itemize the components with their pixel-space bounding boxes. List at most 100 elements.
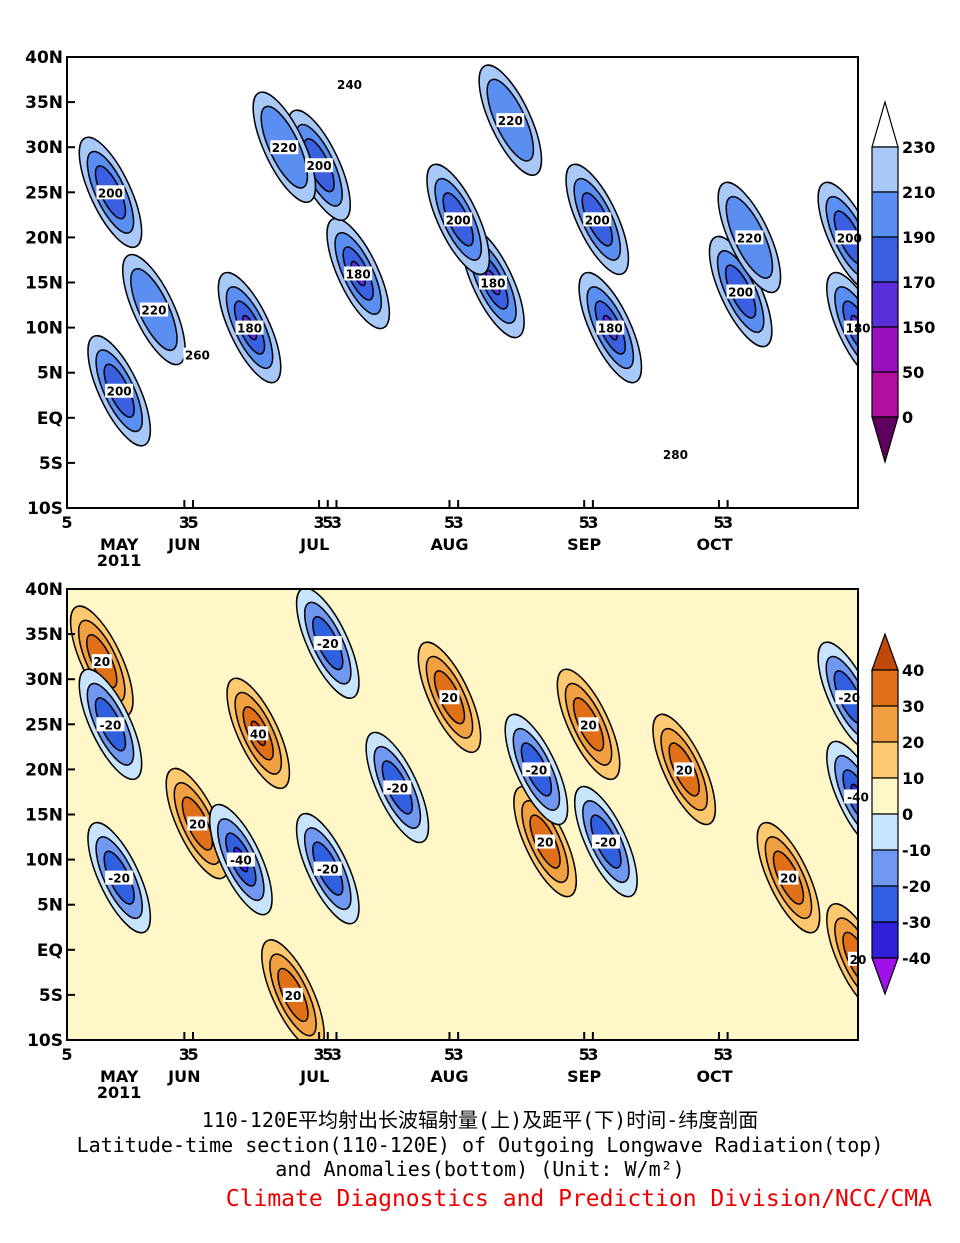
contour-label: -20 (595, 836, 617, 850)
contour-label-box (235, 320, 264, 335)
colorbar-label: -30 (902, 913, 931, 932)
contour-label: 180 (346, 267, 371, 281)
colorbar-swatch (871, 236, 899, 283)
year-label: 2011 (97, 551, 142, 570)
contour-label-box (439, 690, 460, 705)
y-tick-label: EQ (37, 941, 63, 961)
contour-label: 260 (185, 349, 210, 363)
colorbar-swatch (871, 705, 899, 743)
x-tick-label: 3 (453, 513, 464, 532)
contour-label-box (305, 158, 334, 173)
x-tick-label: 5 (713, 513, 724, 532)
caption-chinese: 110-120E平均射出长波辐射量(上)及距平(下)时间-纬度剖面 (201, 1108, 759, 1132)
x-tick-label: 5 (187, 1045, 198, 1064)
x-tick-label: 5 (322, 513, 333, 532)
colorbar-swatch (871, 921, 899, 959)
contour-label: -20 (317, 637, 339, 651)
colorbar-swatch (871, 146, 899, 193)
colorbar-label: -40 (902, 949, 931, 968)
colorbar-label: 10 (902, 769, 924, 788)
contour-label-box (478, 275, 507, 290)
month-label: MAY (100, 535, 139, 554)
contour-label: 20 (285, 989, 302, 1003)
month-label: SEP (567, 535, 601, 554)
x-tick-label: 5 (444, 1045, 455, 1064)
y-tick-label: 35N (25, 625, 63, 645)
contour-label: 220 (737, 231, 762, 245)
contour-label: 180 (480, 277, 505, 291)
x-tick-label: 3 (722, 513, 733, 532)
contour-label: 20 (580, 718, 597, 732)
contour-label: 180 (598, 322, 623, 336)
contour-label-box (313, 861, 342, 876)
colorbar (871, 99, 899, 465)
contour-label-box (535, 834, 556, 849)
x-tick-label: 3 (453, 1045, 464, 1064)
contour-label: 180 (237, 322, 262, 336)
x-tick-label: 5 (444, 513, 455, 532)
contour-label-box (270, 140, 299, 155)
x-tick-label: 3 (314, 513, 325, 532)
y-tick-label: 35N (25, 93, 63, 113)
colorbar-swatch (871, 191, 899, 238)
contour-label: -40 (230, 854, 252, 868)
colorbar-label: 50 (902, 363, 924, 382)
colorbar-label: 20 (902, 733, 924, 752)
colorbar-swatch (871, 885, 899, 923)
colorbar-swatch (871, 99, 899, 148)
contour-label-box (444, 212, 473, 227)
colorbar-swatch (871, 849, 899, 887)
colorbar-label: 190 (902, 228, 935, 247)
month-label: OCT (696, 1067, 732, 1086)
contour-label: 200 (728, 286, 753, 300)
contour-label: -20 (317, 863, 339, 877)
x-tick-label: 3 (722, 1045, 733, 1064)
contour-label: 20 (93, 655, 110, 669)
contour-label: 220 (498, 114, 523, 128)
contour-label-box (226, 852, 255, 867)
contour-label-box (522, 762, 551, 777)
contour-label-box (313, 636, 342, 651)
contour-label: 220 (141, 304, 166, 318)
colorbar-label: 30 (902, 697, 924, 716)
colorbar-swatch (871, 813, 899, 851)
contour-label: 40 (250, 727, 267, 741)
contour-label: -20 (100, 718, 122, 732)
contour-label-box (835, 230, 864, 245)
x-tick-label: 5 (61, 1045, 72, 1064)
month-label: AUG (430, 1067, 468, 1086)
contour-label-box (187, 816, 208, 831)
month-label: JUN (167, 535, 200, 554)
contour-label-box (96, 717, 125, 732)
colorbar-swatch (871, 371, 899, 418)
colorbar-swatch (871, 669, 899, 707)
colorbar-label: 170 (902, 273, 935, 292)
x-tick-label: 5 (579, 513, 590, 532)
y-tick-label: 20N (25, 760, 63, 780)
y-tick-label: 15N (25, 274, 63, 294)
contour-label: 200 (107, 385, 132, 399)
contour-label: -20 (108, 872, 130, 886)
y-tick-label: 30N (25, 670, 63, 690)
contour-label: 200 (585, 213, 610, 227)
y-tick-label: 40N (25, 48, 63, 68)
month-label: MAY (100, 1067, 139, 1086)
contour-label-box (283, 987, 303, 1002)
contour-label-box (105, 870, 134, 885)
colorbar-swatch (871, 281, 899, 328)
contour-label-box (183, 347, 212, 362)
colorbar-label: 0 (902, 805, 913, 824)
y-tick-label: 5S (39, 986, 63, 1006)
credit-line: Climate Diagnostics and Prediction Divis… (225, 1186, 932, 1212)
colorbar-label: 230 (902, 138, 935, 157)
contour-label: 200 (98, 186, 123, 200)
colorbar-label: -20 (902, 877, 931, 896)
contour-label-box (496, 113, 525, 128)
x-tick-label: 3 (331, 1045, 342, 1064)
month-label: OCT (696, 535, 732, 554)
contour-label-box (248, 726, 269, 741)
contour-label: 20 (780, 872, 797, 886)
contour-label-box (383, 780, 412, 795)
contour-label-box (91, 654, 112, 669)
